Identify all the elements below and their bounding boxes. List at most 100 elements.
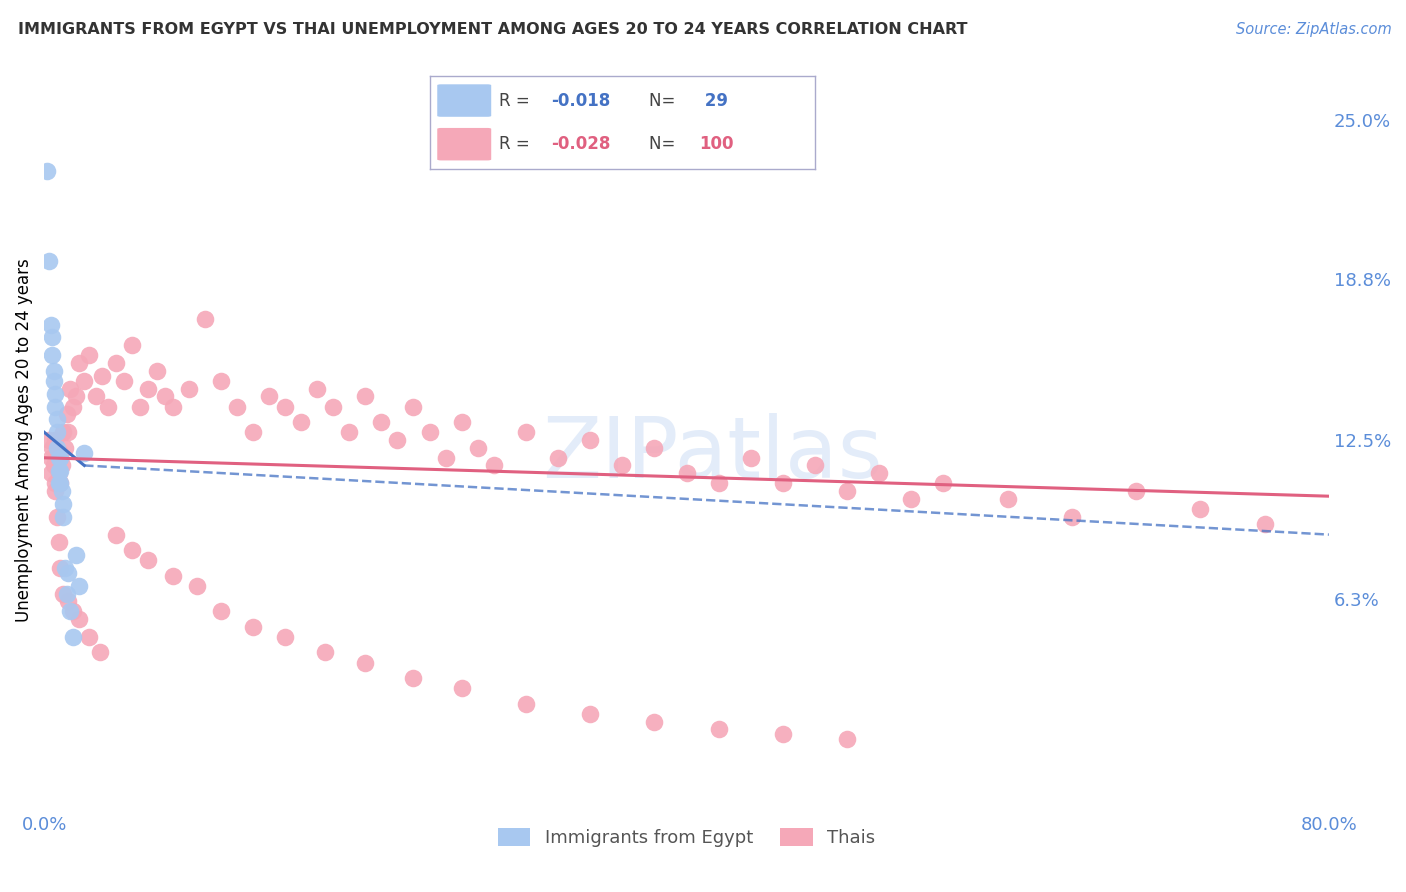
Point — [97, 400, 120, 414]
Point — [579, 433, 602, 447]
Point — [55, 407, 77, 421]
Point — [772, 727, 794, 741]
Point — [314, 645, 336, 659]
Point — [450, 415, 472, 429]
Point — [48, 466, 70, 480]
Point — [932, 476, 955, 491]
Point — [62, 630, 84, 644]
Point — [69, 579, 91, 593]
Point — [48, 450, 70, 465]
Point — [337, 425, 360, 439]
Point — [44, 476, 66, 491]
Point — [740, 450, 762, 465]
Point — [835, 484, 858, 499]
Point — [402, 400, 425, 414]
Point — [547, 450, 569, 465]
Point — [58, 566, 80, 580]
Point — [105, 527, 128, 541]
Point — [482, 458, 505, 473]
Point — [643, 714, 665, 729]
Point — [46, 425, 69, 439]
Point — [129, 400, 152, 414]
Point — [77, 348, 100, 362]
Point — [48, 464, 70, 478]
Point — [37, 164, 59, 178]
Point — [65, 389, 87, 403]
Y-axis label: Unemployment Among Ages 20 to 24 years: Unemployment Among Ages 20 to 24 years — [15, 258, 32, 622]
Text: Source: ZipAtlas.com: Source: ZipAtlas.com — [1236, 22, 1392, 37]
Point — [707, 723, 730, 737]
Point — [49, 464, 72, 478]
Point — [209, 604, 232, 618]
Point — [579, 706, 602, 721]
Point — [242, 425, 264, 439]
Point — [44, 400, 66, 414]
Point — [89, 645, 111, 659]
Point — [467, 441, 489, 455]
Text: IMMIGRANTS FROM EGYPT VS THAI UNEMPLOYMENT AMONG AGES 20 TO 24 YEARS CORRELATION: IMMIGRANTS FROM EGYPT VS THAI UNEMPLOYME… — [18, 22, 967, 37]
Point — [121, 338, 143, 352]
Point — [257, 389, 280, 403]
Point — [39, 450, 62, 465]
Point — [39, 318, 62, 332]
Point — [46, 441, 69, 455]
Point — [434, 450, 457, 465]
Point — [46, 412, 69, 426]
Point — [675, 466, 697, 480]
Point — [49, 450, 72, 465]
Point — [51, 484, 73, 499]
Point — [450, 681, 472, 696]
Point — [62, 604, 84, 618]
Point — [53, 441, 76, 455]
Point — [105, 356, 128, 370]
Point — [186, 579, 208, 593]
Point — [772, 476, 794, 491]
Point — [1125, 484, 1147, 499]
Point — [138, 553, 160, 567]
Point — [354, 656, 377, 670]
Point — [177, 382, 200, 396]
Point — [162, 568, 184, 582]
Point — [69, 612, 91, 626]
Point — [59, 604, 82, 618]
Point — [49, 476, 72, 491]
Point — [41, 348, 63, 362]
Point — [51, 458, 73, 473]
Point — [42, 458, 65, 473]
Point — [515, 425, 537, 439]
Point — [52, 497, 75, 511]
Point — [49, 476, 72, 491]
Point — [121, 543, 143, 558]
Point — [52, 425, 75, 439]
Point — [153, 389, 176, 403]
Point — [42, 364, 65, 378]
Point — [44, 484, 66, 499]
Point — [997, 491, 1019, 506]
Point — [162, 400, 184, 414]
Point — [58, 425, 80, 439]
Point — [52, 586, 75, 600]
Point — [419, 425, 441, 439]
Point — [84, 389, 107, 403]
Point — [112, 374, 135, 388]
Point — [354, 389, 377, 403]
Point — [38, 433, 60, 447]
Point — [48, 476, 70, 491]
Point — [53, 561, 76, 575]
Point — [65, 548, 87, 562]
Point — [370, 415, 392, 429]
Point — [612, 458, 634, 473]
Point — [69, 356, 91, 370]
Point — [1060, 509, 1083, 524]
Point — [387, 433, 409, 447]
Point — [1189, 502, 1212, 516]
Point — [307, 382, 329, 396]
Point — [46, 450, 69, 465]
Point — [46, 509, 69, 524]
Point — [402, 671, 425, 685]
Point — [868, 466, 890, 480]
Point — [274, 630, 297, 644]
Point — [41, 441, 63, 455]
Point — [58, 594, 80, 608]
Point — [39, 466, 62, 480]
